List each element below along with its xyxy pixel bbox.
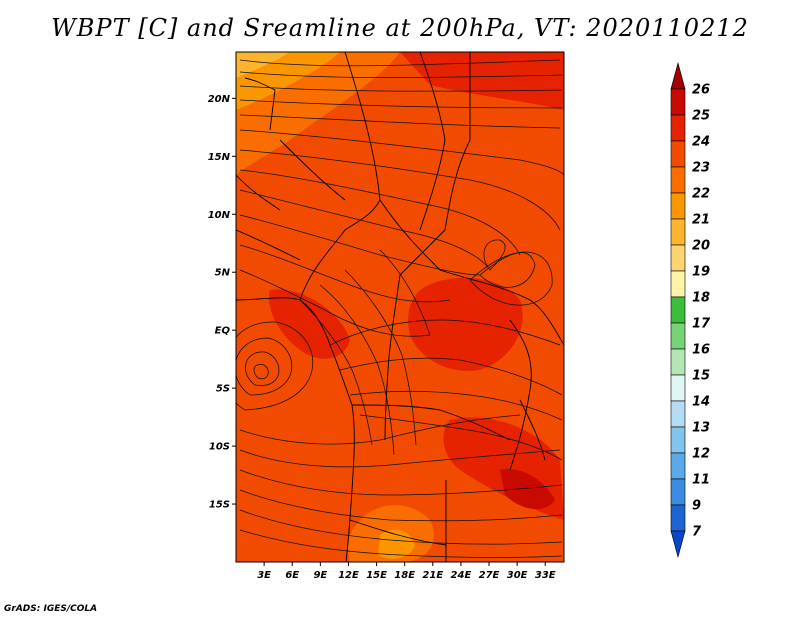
chart-title: WBPT [C] and Sreamline at 200hPa, VT: 20… (51, 14, 749, 42)
colorbar-swatch (670, 140, 686, 168)
colorbar-label: 19 (692, 265, 710, 280)
colorbar-swatch (670, 270, 686, 298)
lon-label: 30E (507, 570, 528, 581)
map-frame (235, 51, 565, 563)
colorbar-label: 18 (692, 291, 710, 306)
colorbar-label: 25 (692, 109, 710, 124)
colorbar-swatch (670, 530, 686, 559)
lon-label: 12E (338, 570, 359, 581)
colorbar-swatch (670, 348, 686, 376)
colorbar-label: 24 (692, 135, 710, 150)
colorbar-swatch (670, 88, 686, 116)
streamlines (236, 59, 564, 558)
lon-label: 21E (422, 570, 443, 581)
colorbar-swatch (670, 244, 686, 272)
colorbar-label: 15 (692, 369, 710, 384)
colorbar-swatch (670, 452, 686, 480)
colorbar-swatch (670, 218, 686, 246)
colorbar-label: 11 (692, 473, 710, 488)
longitude-labels: 3E 6E 9E 12E 15E 18E 21E 24E 27E 30E 33E (257, 562, 556, 581)
colorbar-label: 9 (692, 499, 701, 514)
colorbar-label: 13 (692, 421, 710, 436)
colorbar-swatch (670, 322, 686, 350)
lon-label: 3E (257, 570, 271, 581)
lat-label: 10N (208, 210, 231, 221)
colorbar-label: 20 (692, 239, 710, 254)
lon-label: 9E (313, 570, 327, 581)
colorbar-label: 26 (692, 83, 710, 98)
lon-label: 18E (394, 570, 415, 581)
colorbar-swatch (670, 166, 686, 194)
lat-label: 5S (216, 384, 230, 395)
colorbar-label: 12 (692, 447, 710, 462)
lat-label: 15N (208, 152, 231, 163)
map-plot-area (236, 52, 564, 562)
colorbar-label: 21 (692, 213, 710, 228)
lon-label: 15E (366, 570, 387, 581)
lon-label: 6E (285, 570, 299, 581)
colorbar-swatch (670, 400, 686, 428)
colorbar-swatch (670, 426, 686, 454)
colorbar-label: 17 (692, 317, 711, 332)
colorbar-swatch (670, 114, 686, 142)
lon-label: 33E (535, 570, 556, 581)
lat-label: EQ (215, 326, 231, 337)
colorbar-label: 22 (692, 187, 710, 202)
colorbar-swatch (670, 478, 686, 506)
colorbar-label: 14 (692, 395, 710, 410)
colorbar-swatch (670, 374, 686, 402)
lon-label: 24E (451, 570, 472, 581)
lat-label: 20N (208, 94, 231, 105)
colorbar-swatch (670, 61, 686, 90)
lon-label: 27E (479, 570, 500, 581)
lat-label: 5N (215, 268, 231, 279)
grads-credit: GrADS: IGES/COLA (4, 604, 98, 614)
colorbar-swatch (670, 296, 686, 324)
colorbar-swatch (670, 192, 686, 220)
colorbar-label: 7 (692, 525, 702, 540)
latitude-labels: 20N 15N 10N 5N EQ 5S 10S 15S (208, 94, 236, 511)
colorbar-label: 23 (692, 161, 710, 176)
lat-label: 10S (209, 442, 230, 453)
colorbar: 26 25 24 23 22 21 20 19 18 17 16 15 14 13 12 11 9 7 (670, 61, 711, 559)
colorbar-swatch (670, 504, 686, 532)
lat-label: 15S (209, 500, 230, 511)
colorbar-label: 16 (692, 343, 710, 358)
